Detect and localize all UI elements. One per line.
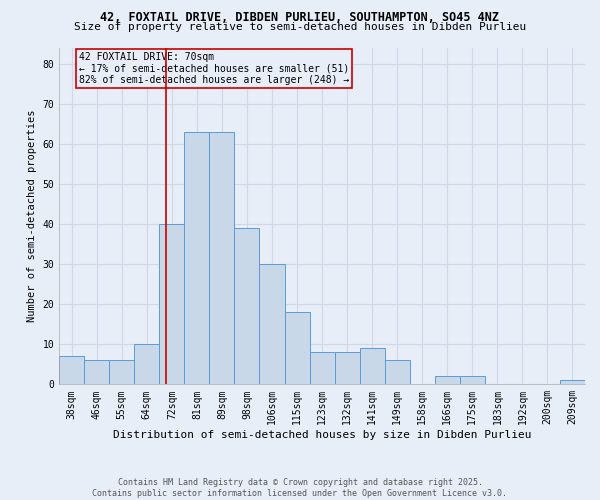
Text: 42 FOXTAIL DRIVE: 70sqm
← 17% of semi-detached houses are smaller (51)
82% of se: 42 FOXTAIL DRIVE: 70sqm ← 17% of semi-de… [79,52,349,84]
Text: 42, FOXTAIL DRIVE, DIBDEN PURLIEU, SOUTHAMPTON, SO45 4NZ: 42, FOXTAIL DRIVE, DIBDEN PURLIEU, SOUTH… [101,11,499,24]
Bar [335,352,359,384]
Bar [160,224,184,384]
Bar [460,376,485,384]
Bar [209,132,235,384]
Text: Contains HM Land Registry data © Crown copyright and database right 2025.
Contai: Contains HM Land Registry data © Crown c… [92,478,508,498]
Bar [284,312,310,384]
Bar [310,352,335,384]
Bar [259,264,284,384]
Bar [59,356,84,384]
Bar [184,132,209,384]
Bar [359,348,385,385]
Y-axis label: Number of semi-detached properties: Number of semi-detached properties [27,110,37,322]
Bar [385,360,410,384]
Bar [84,360,109,384]
Bar [435,376,460,384]
Bar [109,360,134,384]
Bar [235,228,259,384]
Bar [134,344,160,385]
Bar [560,380,585,384]
Text: Size of property relative to semi-detached houses in Dibden Purlieu: Size of property relative to semi-detach… [74,22,526,32]
X-axis label: Distribution of semi-detached houses by size in Dibden Purlieu: Distribution of semi-detached houses by … [113,430,532,440]
